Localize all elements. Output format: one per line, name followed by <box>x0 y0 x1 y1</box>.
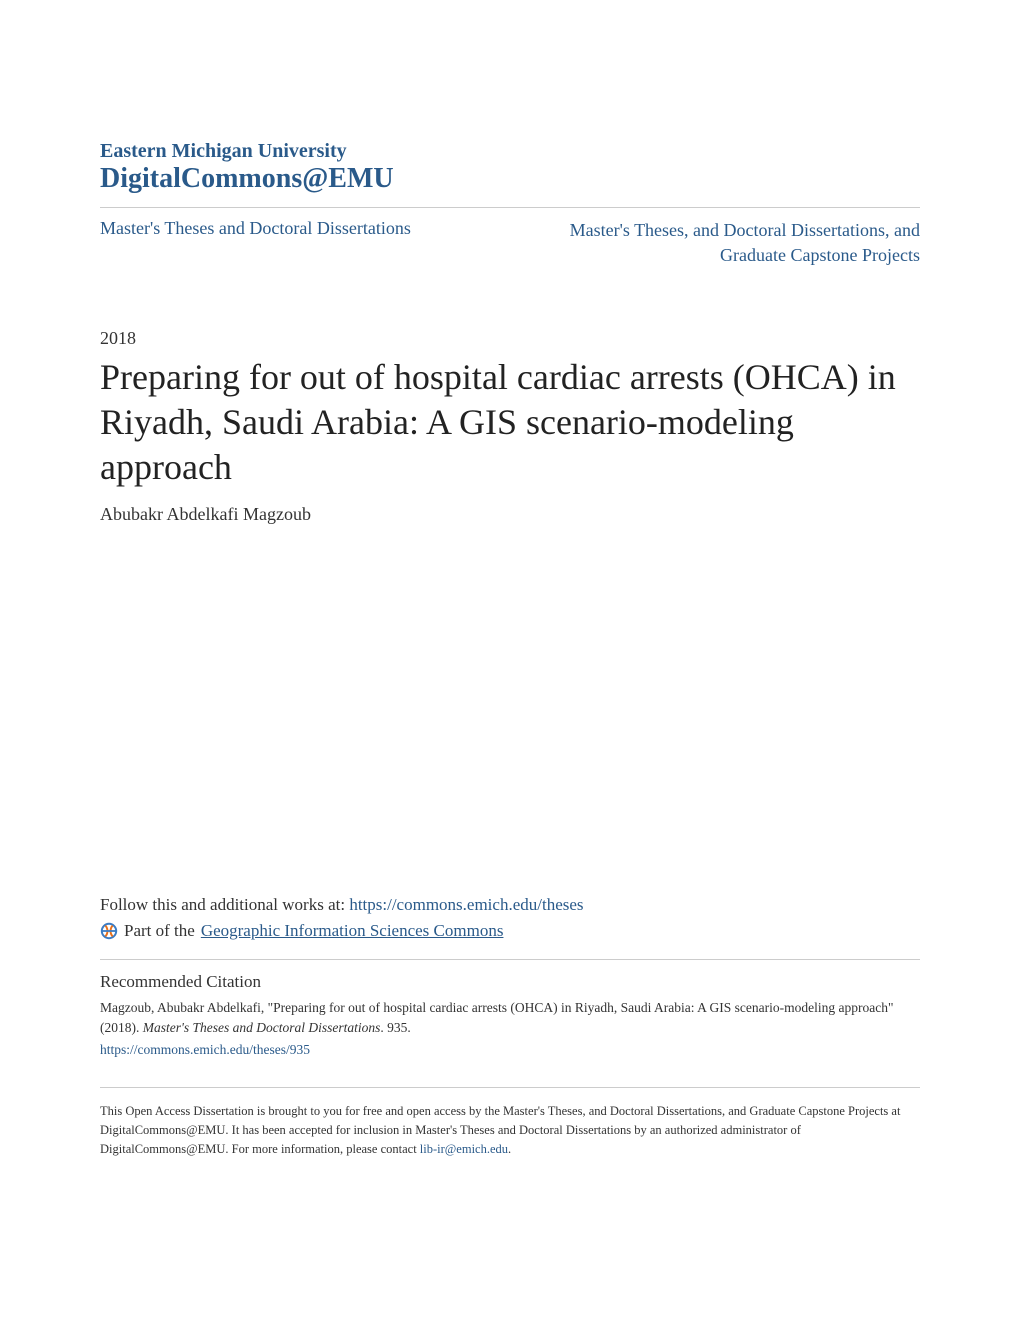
citation-heading: Recommended Citation <box>100 972 920 992</box>
publication-year: 2018 <box>100 328 920 349</box>
footer-access-note: This Open Access Dissertation is brought… <box>100 1087 920 1158</box>
network-icon <box>100 922 118 940</box>
follow-works-line: Follow this and additional works at: htt… <box>100 895 920 915</box>
citation-url-link[interactable]: https://commons.emich.edu/theses/935 <box>100 1040 920 1060</box>
part-of-prefix: Part of the <box>124 921 195 941</box>
repository-name[interactable]: DigitalCommons@EMU <box>100 163 920 195</box>
institution-name[interactable]: Eastern Michigan University <box>100 140 920 163</box>
divider <box>100 959 920 960</box>
citation-series-title: Master's Theses and Doctoral Dissertatio… <box>143 1020 381 1035</box>
header-breadcrumb-row: Master's Theses and Doctoral Dissertatio… <box>100 207 920 278</box>
part-of-line: Part of the Geographic Information Scien… <box>100 921 920 941</box>
author-name: Abubakr Abdelkafi Magzoub <box>100 504 920 525</box>
follow-prefix: Follow this and additional works at: <box>100 895 349 914</box>
citation-text: Magzoub, Abubakr Abdelkafi, "Preparing f… <box>100 998 920 1059</box>
header-block: Eastern Michigan University DigitalCommo… <box>100 140 920 278</box>
citation-after-italic: . 935. <box>380 1020 410 1035</box>
paper-title: Preparing for out of hospital cardiac ar… <box>100 355 920 490</box>
footer-after-link: . <box>508 1142 511 1156</box>
contact-email-link[interactable]: lib-ir@emich.edu <box>420 1142 508 1156</box>
discipline-commons-link[interactable]: Geographic Information Sciences Commons <box>201 921 504 941</box>
collection-link-right[interactable]: Master's Theses, and Doctoral Dissertati… <box>520 218 920 268</box>
collection-link-left[interactable]: Master's Theses and Doctoral Dissertatio… <box>100 218 411 239</box>
follow-url-link[interactable]: https://commons.emich.edu/theses <box>349 895 583 914</box>
